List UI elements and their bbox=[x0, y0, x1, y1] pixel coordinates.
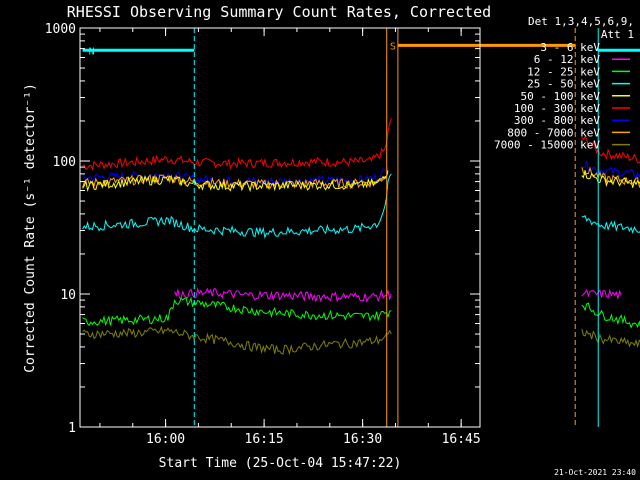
legend-label-6: 300 - 800 keV bbox=[514, 114, 600, 127]
series-line-3-0 bbox=[82, 170, 389, 193]
series-line-0-1 bbox=[581, 135, 640, 164]
legend-label-4: 50 - 100 keV bbox=[521, 90, 601, 103]
legend-label-3: 25 - 50 keV bbox=[527, 78, 600, 91]
series-line-5-0 bbox=[174, 287, 392, 303]
y-axis-label: Corrected Count Rate (s⁻¹ detector⁻¹) bbox=[23, 83, 38, 373]
series-line-6-0 bbox=[82, 296, 392, 327]
series-line-5-1 bbox=[581, 288, 622, 301]
render-timestamp: 21-Oct-2021 23:40 bbox=[554, 468, 636, 477]
legend-label-1: 6 - 12 keV bbox=[534, 53, 601, 66]
flag-label-N: N bbox=[89, 46, 95, 57]
series-line-8-1 bbox=[581, 378, 628, 395]
legend-label-8: 7000 - 15000 keV bbox=[494, 139, 600, 152]
y-tick-label-2: 100 bbox=[53, 155, 76, 170]
series-line-2-0 bbox=[82, 172, 389, 190]
legend-label-7: 800 - 7000 keV bbox=[507, 126, 600, 139]
flag-label-S: S bbox=[390, 41, 396, 52]
x-tick-label-0: 16:00 bbox=[146, 432, 185, 447]
legend-label-2: 12 - 25 keV bbox=[527, 65, 600, 78]
axes: 16:00 16:15 16:30 16:45 1 10 100 1000 bbox=[45, 22, 481, 447]
legend-label-0: 3 - 6 keV bbox=[540, 41, 600, 54]
series-line-0-0 bbox=[82, 117, 392, 171]
chart-title: RHESSI Observing Summary Count Rates, Co… bbox=[67, 3, 491, 21]
series-line-6-1 bbox=[581, 302, 640, 329]
plot-frame bbox=[79, 27, 481, 428]
y-tick-label-0: 1 bbox=[68, 421, 76, 436]
series-line-4-0 bbox=[82, 173, 392, 239]
x-tick-label-2: 16:30 bbox=[343, 432, 382, 447]
series-line-4-1 bbox=[581, 215, 640, 234]
legend-header-line1: Det 1,3,4,5,6,9, bbox=[528, 15, 634, 28]
y-tick-label-1: 10 bbox=[60, 288, 76, 303]
series-line-7-0 bbox=[82, 325, 392, 356]
legend-label-5: 100 - 300 keV bbox=[514, 102, 600, 115]
y-tick-label-3: 1000 bbox=[45, 22, 76, 37]
series-line-7-1 bbox=[581, 328, 640, 349]
vertical-markers bbox=[193, 28, 599, 427]
series-line-1-1 bbox=[581, 160, 640, 179]
x-tick-label-1: 16:15 bbox=[245, 432, 284, 447]
x-axis-label: Start Time (25-Oct-04 15:47:22) bbox=[159, 456, 402, 471]
series-line-8-0 bbox=[174, 360, 392, 395]
legend-header-line2: Att 1 bbox=[601, 28, 634, 41]
series-line-2-1 bbox=[581, 166, 640, 189]
series-line-3-1 bbox=[581, 170, 640, 188]
series-layer bbox=[82, 117, 640, 395]
x-tick-label-3: 16:45 bbox=[442, 432, 481, 447]
